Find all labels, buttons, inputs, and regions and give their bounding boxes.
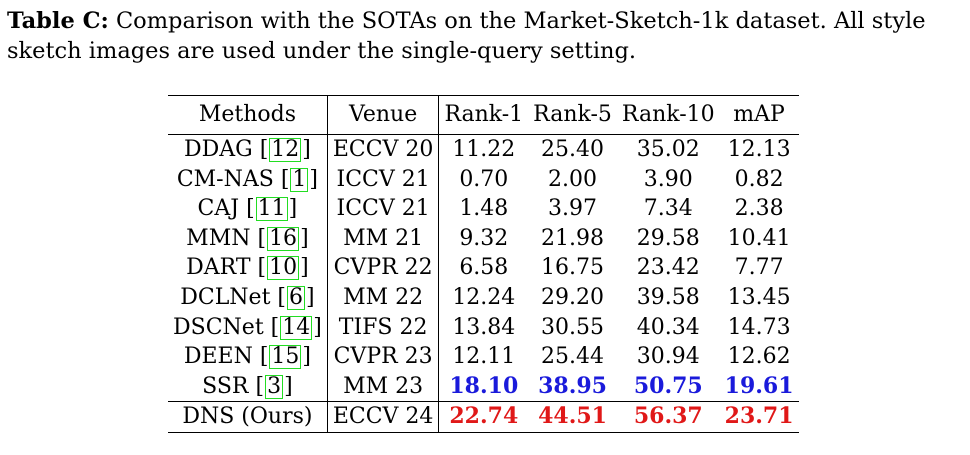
- rank10-cell: 23.42: [636, 255, 700, 281]
- rank1-cell: 12.24: [452, 284, 516, 310]
- header-rank10: Rank-10: [621, 102, 715, 127]
- rank10-cell: 40.34: [636, 314, 700, 340]
- map-cell: 0.82: [734, 166, 784, 192]
- rank1-cell: 0.70: [459, 166, 509, 192]
- caption-text: Comparison with the SOTAs on the Market-…: [7, 8, 926, 64]
- rank10-cell: 30.94: [636, 344, 700, 370]
- method-cell: MMN [16]: [168, 223, 328, 254]
- rank1-cell: 9.32: [459, 225, 509, 251]
- citation-link[interactable]: 6: [287, 284, 305, 310]
- table-row: DSCNet [14] TIFS 22 13.84 30.55 40.34 14.73: [168, 312, 799, 343]
- method-name: DDAG: [183, 137, 253, 162]
- rank1-cell: 11.22: [452, 137, 516, 162]
- table-row: DCLNet [6] MM 22 12.24 29.20 39.58 13.45: [168, 282, 799, 313]
- map-cell: 12.62: [727, 344, 791, 370]
- method-cell: SSR [3]: [168, 371, 328, 402]
- citation-link[interactable]: 10: [267, 255, 300, 281]
- rank5-cell: 16.75: [541, 255, 605, 281]
- method-cell: DART [10]: [168, 253, 328, 283]
- rank5-cell: 38.95: [538, 372, 607, 399]
- header-map: mAP: [733, 102, 785, 127]
- venue-cell: CVPR 22: [327, 253, 440, 283]
- table-row: CM-NAS [1] ICCV 21 0.70 2.00 3.90 0.82: [168, 164, 799, 195]
- method-name: CM-NAS: [176, 166, 274, 192]
- rank1-cell: 6.58: [459, 255, 509, 281]
- method-cell: DEEN [15]: [168, 342, 328, 372]
- header-rank5: Rank-5: [533, 102, 612, 127]
- venue-cell: TIFS 22: [327, 312, 440, 343]
- map-cell: 7.77: [734, 255, 784, 281]
- rank5-cell: 25.44: [541, 344, 605, 370]
- method-cell: CM-NAS [1]: [168, 164, 328, 195]
- table-row: DEEN [15] CVPR 23 12.11 25.44 30.94 12.62: [168, 342, 799, 372]
- rank5-cell: 25.40: [541, 137, 605, 162]
- citation-link[interactable]: 12: [269, 137, 302, 162]
- rank1-cell: 12.11: [452, 344, 516, 370]
- ours-row: DNS (Ours) ECCV 24 22.74 44.51 56.37 23.71: [168, 401, 799, 433]
- rank5-cell: 3.97: [548, 196, 598, 222]
- map-cell: 23.71: [724, 403, 794, 430]
- table-row: DART [10] CVPR 22 6.58 16.75 23.42 7.77: [168, 253, 799, 283]
- header-rank1: Rank-1: [444, 102, 524, 127]
- rank10-cell: 39.58: [636, 284, 700, 310]
- rank5-cell: 21.98: [541, 225, 605, 251]
- rank10-cell: 3.90: [643, 166, 693, 192]
- table-caption: Table C: Comparison with the SOTAs on th…: [7, 6, 962, 66]
- method-name: CAJ: [197, 196, 240, 222]
- table-row: CAJ [11] ICCV 21 1.48 3.97 7.34 2.38: [168, 194, 799, 224]
- map-cell: 12.13: [727, 137, 791, 162]
- citation-link[interactable]: 11: [255, 196, 288, 222]
- venue-cell: ICCV 21: [327, 194, 440, 224]
- method-name: DEEN: [183, 344, 253, 370]
- venue-cell: CVPR 23: [327, 342, 440, 372]
- rank5-cell: 2.00: [548, 166, 598, 192]
- rank10-cell: 29.58: [636, 225, 700, 251]
- map-cell: 13.45: [727, 284, 791, 310]
- citation-link[interactable]: 1: [290, 166, 309, 192]
- venue-cell: ECCV 20: [327, 134, 440, 165]
- rank10-cell: 56.37: [633, 403, 703, 430]
- header-methods: Methods: [168, 95, 328, 135]
- citation-link[interactable]: 3: [265, 373, 284, 399]
- venue-cell: MM 21: [327, 223, 440, 254]
- map-cell: 10.41: [727, 225, 791, 251]
- venue-cell: ECCV 24: [327, 401, 440, 433]
- table-row: DDAG [12] ECCV 20 11.22 25.40 35.02 12.13: [168, 134, 799, 165]
- citation-link[interactable]: 15: [269, 344, 302, 370]
- method-name: DART: [186, 255, 251, 281]
- rank10-cell: 50.75: [633, 372, 703, 399]
- venue-cell: MM 23: [327, 371, 440, 402]
- method-name: MMN: [186, 225, 251, 251]
- method-cell: DDAG [12]: [168, 134, 328, 165]
- rank10-cell: 35.02: [636, 137, 700, 162]
- method-cell: DNS (Ours): [168, 401, 328, 433]
- citation-link[interactable]: 16: [267, 225, 300, 251]
- table-row: MMN [16] MM 21 9.32 21.98 29.58 10.41: [168, 223, 799, 254]
- method-cell: DCLNet [6]: [168, 282, 328, 313]
- header-venue: Venue: [327, 95, 440, 135]
- rank1-cell: 18.10: [449, 372, 519, 399]
- method-name: DCLNet: [180, 284, 271, 310]
- comparison-table: Methods Venue Rank-1 Rank-5 Rank-10 mAP …: [168, 95, 799, 433]
- map-cell: 2.38: [734, 196, 784, 222]
- rank10-cell: 7.34: [643, 196, 693, 222]
- method-name: SSR: [202, 373, 249, 399]
- map-cell: 19.61: [724, 372, 794, 399]
- method-name: DSCNet: [173, 314, 264, 340]
- citation-link[interactable]: 14: [280, 314, 313, 340]
- method-cell: CAJ [11]: [168, 194, 328, 224]
- rank5-cell: 29.20: [541, 284, 605, 310]
- header-row: Methods Venue Rank-1 Rank-5 Rank-10 mAP: [168, 95, 799, 135]
- caption-label: Table C:: [7, 8, 109, 34]
- rank1-cell: 22.74: [449, 403, 519, 430]
- venue-cell: ICCV 21: [327, 164, 440, 195]
- method-cell: DSCNet [14]: [168, 312, 328, 343]
- rank5-cell: 30.55: [541, 314, 605, 340]
- table-row: SSR [3] MM 23 18.10 38.95 50.75 19.61: [168, 371, 799, 402]
- venue-cell: MM 22: [327, 282, 440, 313]
- map-cell: 14.73: [727, 314, 791, 340]
- rank5-cell: 44.51: [538, 403, 607, 430]
- rank1-cell: 13.84: [452, 314, 516, 340]
- rank1-cell: 1.48: [459, 196, 509, 222]
